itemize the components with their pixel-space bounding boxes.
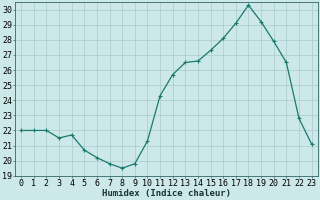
- X-axis label: Humidex (Indice chaleur): Humidex (Indice chaleur): [102, 189, 231, 198]
